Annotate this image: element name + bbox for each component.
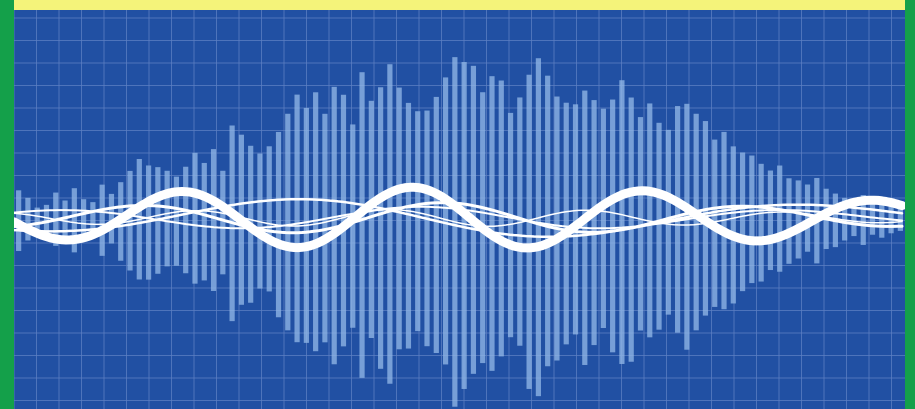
- spectrum-bar: [758, 163, 764, 282]
- top-strip: [14, 0, 905, 10]
- spectrum-bar: [851, 200, 857, 237]
- spectrum-bar: [210, 149, 217, 291]
- spectrum-bar: [81, 199, 87, 239]
- spectrum-bar: [777, 165, 783, 272]
- spectrum-bar: [498, 80, 504, 357]
- spectrum-bar: [572, 104, 579, 335]
- spectrum-bar: [415, 111, 421, 332]
- waveform-graphic: [14, 10, 905, 409]
- spectrum-bar: [108, 193, 115, 244]
- spectrum-bar: [25, 197, 31, 241]
- spectrum-bar: [767, 170, 774, 271]
- spectrum-bar: [294, 94, 300, 343]
- spectrum-bar: [424, 110, 430, 347]
- spectrum-bar: [378, 87, 384, 369]
- spectrum-bar: [647, 103, 653, 338]
- spectrum-bar: [786, 178, 792, 264]
- spectrum-bar: [628, 97, 634, 362]
- spectrum-bar: [897, 206, 903, 231]
- spectrum-bar: [489, 76, 495, 371]
- spectrum-bar: [452, 57, 458, 407]
- spectrum-bar: [313, 92, 319, 352]
- spectrum-bar: [71, 188, 77, 253]
- spectrum-bar: [749, 155, 755, 284]
- spectrum-bar: [656, 122, 662, 330]
- spectrum-bar: [545, 75, 551, 367]
- spectrum-bar: [563, 102, 569, 345]
- spectrum-bar: [610, 99, 616, 353]
- spectrum-bar: [266, 146, 272, 292]
- spectrum-bar: [442, 77, 449, 365]
- spectrum-bar: [684, 103, 690, 350]
- spectrum-bar: [619, 80, 625, 364]
- spectrum-bar: [90, 202, 96, 234]
- spectrum-bar: [517, 97, 523, 346]
- spectrum-bar: [173, 176, 180, 266]
- spectrum-bar: [183, 166, 189, 274]
- spectrum-bar: [600, 108, 606, 329]
- spectrum-bar: [637, 117, 644, 331]
- spectrum-bar: [331, 86, 337, 365]
- spectrum-bar: [860, 195, 866, 245]
- spectrum-bar: [285, 113, 291, 331]
- spectrum-bar: [396, 87, 402, 350]
- spectrum-bar: [461, 62, 467, 389]
- spectrum-bar: [842, 197, 848, 241]
- spectrum-bar: [192, 152, 198, 284]
- spectrum-bar: [730, 146, 736, 304]
- sine-wave-3: [14, 205, 903, 230]
- spectrum-bar: [359, 72, 365, 378]
- spectrum-bar: [433, 96, 439, 354]
- sine-wave-5: [14, 208, 903, 228]
- spectrum-bar: [34, 207, 40, 229]
- spectrum-bar: [43, 204, 50, 234]
- spectrum-bar: [340, 94, 347, 347]
- spectrum-bar: [804, 184, 811, 252]
- spectrum-bar: [368, 100, 374, 339]
- spectrum-bar: [526, 74, 532, 389]
- spectrum-bar: [99, 184, 105, 256]
- spectrum-bar: [535, 58, 541, 397]
- spectrum-bar: [739, 152, 746, 292]
- spectrum-bar: [387, 64, 393, 384]
- spectrum-bar: [693, 113, 699, 331]
- sine-wave-4: [14, 197, 904, 239]
- spectrum-bar: [220, 170, 226, 275]
- sine-waves: [14, 182, 905, 253]
- spectrum-bar: [350, 124, 356, 328]
- spectrum-bar: [795, 180, 801, 259]
- spectrum-bar: [591, 100, 597, 346]
- blueprint-canvas: [14, 10, 905, 409]
- spectrum-bar: [405, 102, 412, 349]
- spectrum-bar: [201, 162, 207, 281]
- left-border: [0, 0, 14, 409]
- right-border: [905, 0, 915, 409]
- spectrum-bar: [869, 202, 876, 235]
